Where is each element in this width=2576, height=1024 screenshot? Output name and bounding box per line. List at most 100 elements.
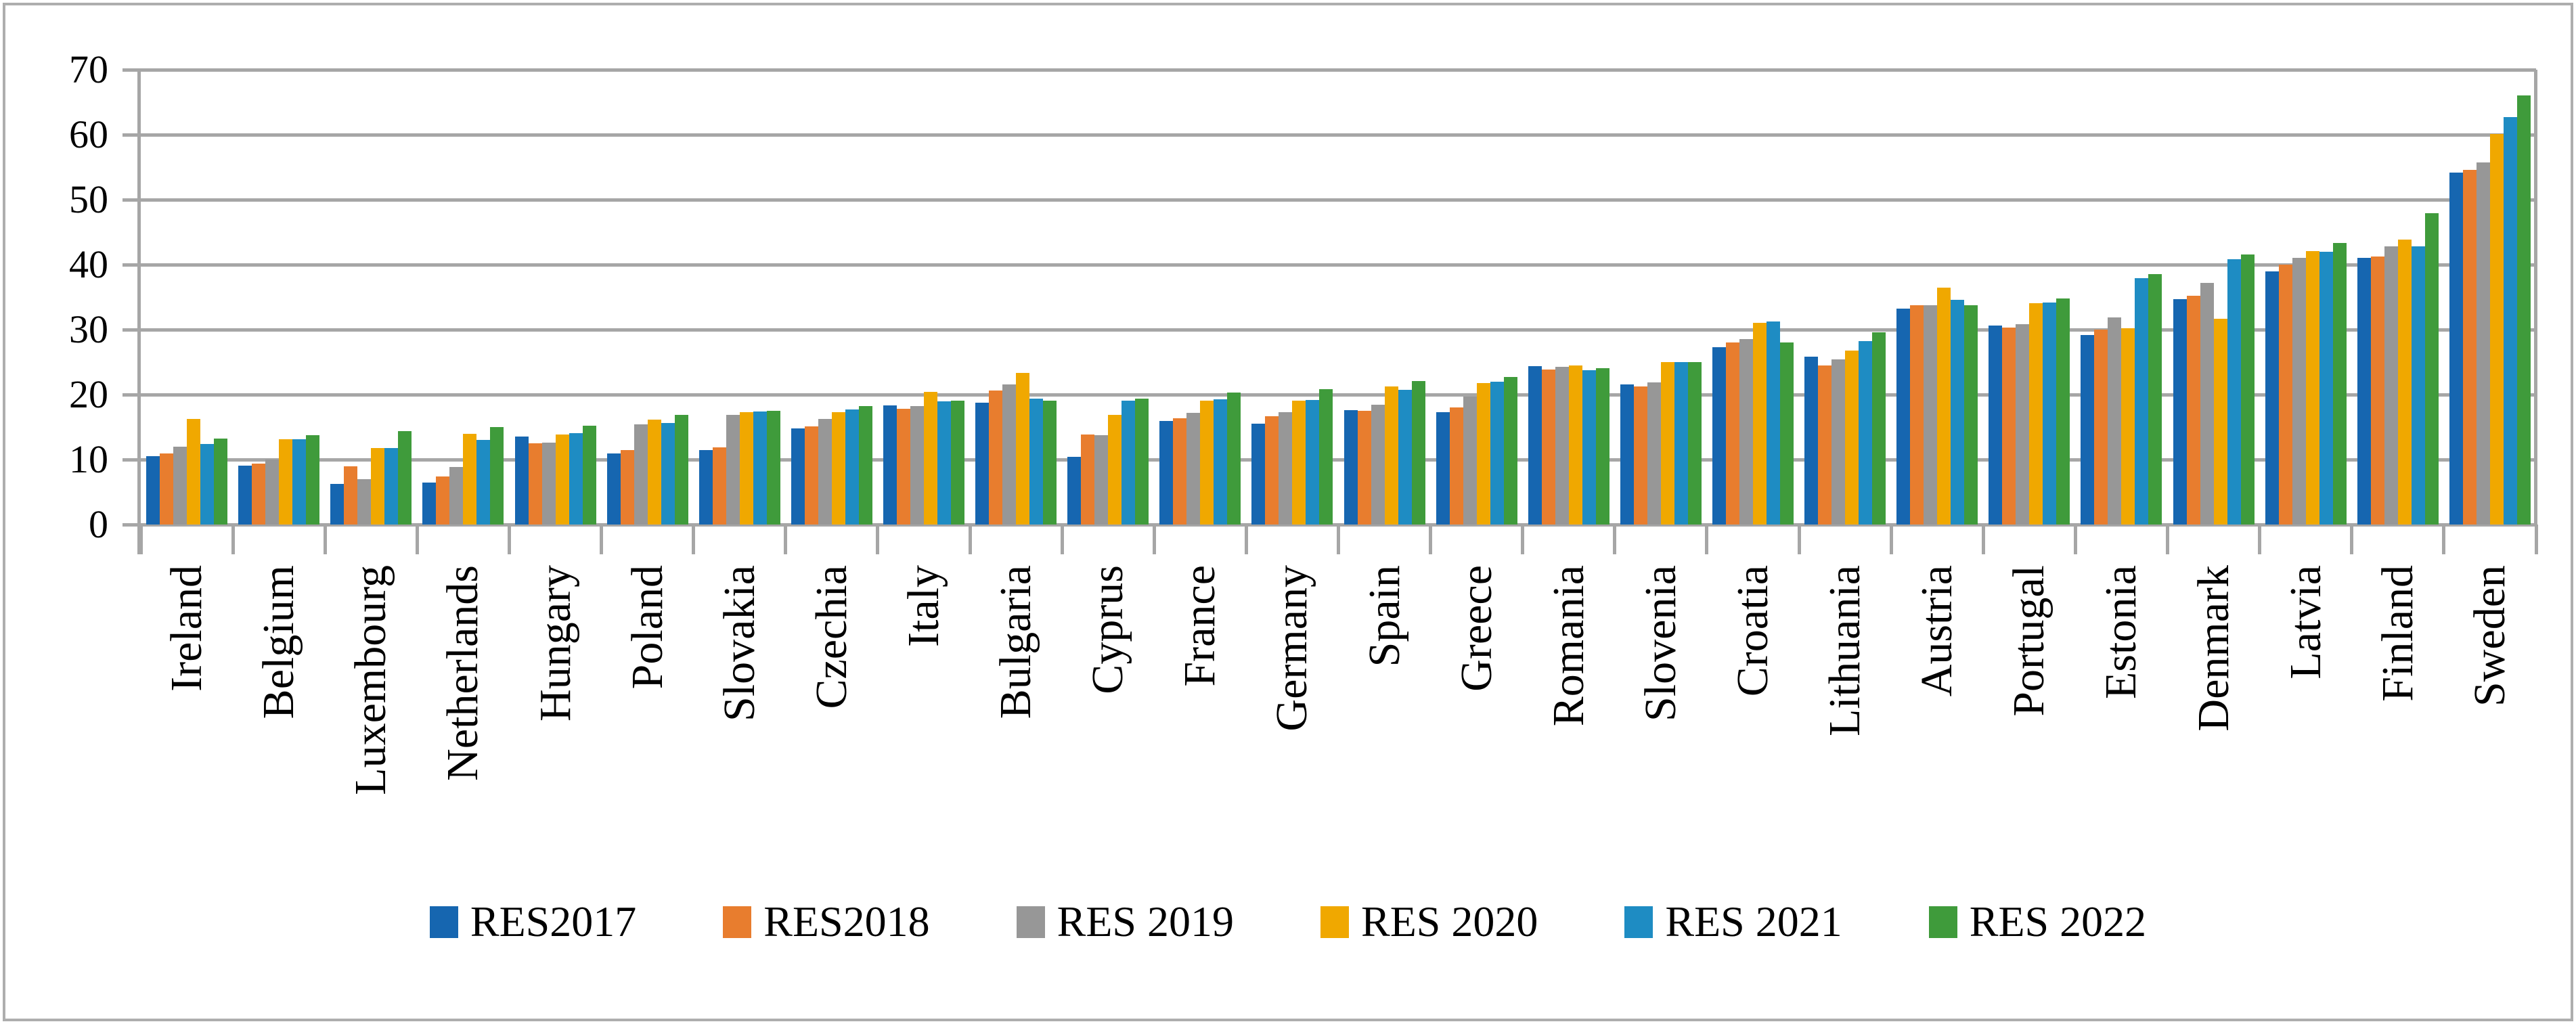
bar-latvia-res2018 [2278, 265, 2292, 525]
bar-hungary-res2021 [569, 432, 583, 525]
bar-luxembourg-res2019 [357, 478, 372, 525]
bar-slovakia-res2019 [726, 414, 740, 525]
y-tick-mark [123, 522, 141, 527]
bar-poland-res2019 [634, 424, 648, 525]
bar-poland-res2017 [606, 453, 621, 525]
bar-luxembourg-res2017 [330, 484, 345, 525]
bar-netherlands-res2020 [463, 433, 477, 525]
bar-finland-res2022 [2424, 213, 2439, 525]
bar-group-slovenia [1615, 70, 1707, 525]
bar-romania-res2019 [1555, 366, 1569, 525]
bar-finland-res2019 [2384, 246, 2398, 525]
x-category-label: Lithuania [1820, 565, 1869, 740]
x-category-label-text: Latvia [2280, 565, 2330, 680]
bar-poland-res2021 [661, 423, 675, 525]
plot-area [123, 68, 2538, 554]
bar-latvia-res2019 [2292, 258, 2306, 525]
x-tick-mark [1705, 525, 1709, 554]
x-category-label-text: Germany [1267, 565, 1317, 732]
bar-group-bulgaria [970, 70, 1062, 525]
x-tick-mark [2442, 525, 2446, 554]
bar-croatia-res2021 [1767, 321, 1780, 525]
x-category-label-text: Hungary [530, 565, 580, 721]
y-tick-label: 40 [69, 242, 108, 286]
bar-portugal-res2017 [1989, 326, 2003, 525]
bar-czechia-res2018 [804, 426, 818, 525]
bar-france-res2018 [1173, 418, 1187, 525]
gridline [141, 328, 2536, 332]
bar-group-greece [1431, 70, 1523, 525]
x-tick-mark [1152, 525, 1156, 554]
bar-lithuania-res2022 [1872, 332, 1886, 525]
bar-hungary-res2017 [514, 437, 529, 525]
y-axis-line [137, 70, 141, 554]
bar-france-res2017 [1159, 421, 1174, 525]
x-category-label: Romania [1544, 565, 1593, 730]
x-category-label-text: Belgium [254, 565, 304, 719]
bar-italy-res2019 [910, 406, 924, 525]
y-tick-mark [123, 458, 141, 462]
bar-finland-res2018 [2370, 257, 2384, 525]
bar-estonia-res2019 [2108, 317, 2122, 525]
bar-spain-res2021 [1398, 390, 1412, 525]
bar-austria-res2017 [1896, 309, 1911, 525]
y-tick-mark [123, 263, 141, 267]
bar-poland-res2018 [620, 449, 634, 525]
legend-item-res2022: RES 2022 [1928, 900, 2146, 943]
x-category-label: Spain [1360, 565, 1409, 670]
x-category-label-text: Cyprus [1083, 565, 1133, 694]
bar-cyprus-res2021 [1122, 400, 1136, 525]
bar-spain-res2020 [1384, 386, 1398, 525]
bar-lithuania-res2018 [1818, 365, 1832, 525]
bar-hungary-res2019 [541, 443, 556, 525]
x-category-label: France [1175, 565, 1225, 690]
bar-lithuania-res2017 [1804, 357, 1819, 525]
bar-czechia-res2017 [791, 428, 805, 525]
bar-cyprus-res2022 [1135, 398, 1149, 525]
x-tick-mark [1429, 525, 1433, 554]
bar-belgium-res2020 [279, 439, 293, 525]
bar-sweden-res2020 [2489, 134, 2504, 525]
bar-belgium-res2019 [265, 460, 280, 525]
bar-estonia-res2017 [2081, 334, 2095, 525]
x-category-label-text: Greece [1451, 565, 1501, 692]
x-category-label-text: France [1175, 565, 1225, 687]
bar-czechia-res2020 [831, 411, 845, 525]
bar-luxembourg-res2018 [344, 466, 358, 525]
x-category-label: Belgium [254, 565, 303, 722]
bar-italy-res2021 [937, 401, 951, 525]
bar-ireland-res2020 [187, 418, 201, 525]
bar-germany-res2020 [1292, 400, 1306, 525]
bar-luxembourg-res2022 [398, 430, 412, 525]
bar-poland-res2022 [674, 414, 688, 525]
bar-denmark-res2021 [2227, 259, 2241, 525]
bar-belgium-res2017 [238, 465, 252, 525]
bar-spain-res2018 [1357, 411, 1371, 525]
x-category-label-text: Bulgaria [991, 565, 1041, 719]
y-tick-label: 50 [69, 177, 108, 221]
x-category-label-text: Austria [1912, 565, 1962, 697]
x-category-label: Slovenia [1636, 565, 1685, 725]
bar-group-belgium [233, 70, 325, 525]
bar-romania-res2018 [1541, 369, 1555, 525]
bar-group-spain [1339, 70, 1431, 525]
legend: RES2017 RES2018 RES 2019 RES 2020 RES 2021 RE… [0, 900, 2576, 943]
bar-romania-res2017 [1528, 365, 1542, 525]
x-tick-mark [231, 525, 235, 554]
bar-greece-res2020 [1476, 382, 1490, 525]
bar-estonia-res2020 [2121, 328, 2135, 525]
bar-slovenia-res2021 [1674, 362, 1688, 525]
bar-sweden-res2017 [2449, 172, 2463, 525]
bar-hungary-res2022 [582, 426, 596, 525]
x-category-label: Luxembourg [346, 565, 395, 799]
gridline [141, 263, 2536, 267]
x-tick-mark [968, 525, 972, 554]
bar-denmark-res2017 [2173, 298, 2187, 525]
x-tick-mark [2350, 525, 2354, 554]
bar-croatia-res2019 [1739, 339, 1753, 525]
x-tick-mark [1521, 525, 1525, 554]
bar-france-res2020 [1200, 400, 1214, 525]
x-category-label-text: Spain [1359, 565, 1409, 667]
bar-greece-res2018 [1449, 407, 1463, 525]
